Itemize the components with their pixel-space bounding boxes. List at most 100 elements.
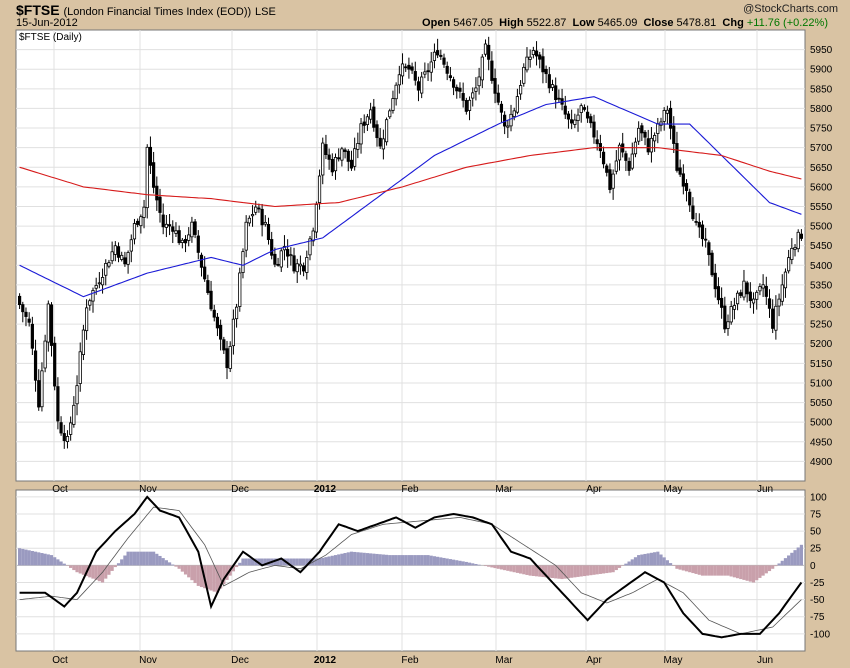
index-name: (London Financial Times Index (EOD)) [63,6,252,18]
histogram-bar [550,565,555,579]
y-tick-label: 5800 [810,104,833,115]
histogram-bar [796,547,800,566]
candle [65,436,70,442]
histogram-bar [579,565,583,577]
candle [668,107,673,129]
histogram-bar [544,565,548,578]
histogram-bar [155,553,159,566]
y-tick-label: 5550 [810,202,833,213]
candle [793,247,797,250]
histogram-bar [448,559,452,566]
candle [362,121,366,126]
copyright-link[interactable]: @StockCharts.com [743,3,838,15]
candle [321,142,325,176]
histogram-bar [349,551,354,566]
histogram-bar [241,558,245,566]
histogram-bar [716,565,721,576]
histogram-bar [177,565,181,569]
candle [167,224,172,227]
candle [595,139,599,145]
histogram-bar [81,565,86,575]
histogram-bar [506,565,510,571]
histogram-bar [266,558,271,566]
candle [506,125,510,128]
histogram-bar [423,555,427,566]
candle [554,85,558,100]
candle [215,316,220,329]
histogram-bar [199,565,204,588]
histogram-bar [681,565,685,571]
histogram-bar [46,554,50,566]
chg-label: Chg [722,17,744,29]
candle [219,324,223,340]
candle [266,224,271,240]
symbol: $FTSE [16,2,60,18]
candle [742,280,746,298]
candle [298,263,303,267]
histogram-bar [707,565,711,576]
candle [442,57,446,65]
histogram-bar [353,551,357,566]
candle [739,292,743,296]
price-panel [15,29,806,482]
ohlc-readout: Open 5467.05 High 5522.87 Low 5465.09 Cl… [422,17,828,29]
y-tick-label: 5900 [810,65,833,76]
candle [758,286,762,292]
histogram-bar [774,565,778,567]
histogram-bar [458,560,462,566]
close-value: 5478.81 [676,17,717,29]
histogram-bar [630,559,634,566]
candle [451,79,456,88]
candle [289,254,293,257]
histogram-bar [659,554,663,566]
candle [512,110,516,117]
histogram-bar [142,551,146,566]
candle [439,54,443,57]
candle [75,385,79,405]
histogram-bar [190,565,194,581]
candle [161,214,165,228]
osc-y-tick-label: -75 [810,612,825,623]
candle [598,143,602,152]
histogram-bar [116,563,121,566]
histogram-bar [720,565,724,576]
y-tick-label: 5150 [810,359,833,370]
histogram-bar [219,565,223,589]
candle [688,191,692,206]
histogram-bar [295,558,299,566]
x-tick-label-2012: 2012 [314,484,337,495]
candle [196,235,200,253]
candle [46,303,50,343]
open-value: 5467.05 [453,17,493,29]
candle [292,255,296,272]
histogram-bar [167,562,172,566]
histogram-bar [563,565,567,579]
histogram-bar [292,558,296,566]
histogram-bar [21,548,25,566]
histogram-bar [314,558,318,566]
low-label: Low [572,17,595,29]
histogram-bar [369,553,373,566]
histogram-bar [538,565,542,577]
candle [691,205,695,220]
candle [614,160,618,172]
y-tick-label: 5200 [810,339,833,350]
candle [522,66,526,84]
candle [471,92,475,99]
candle [487,44,491,60]
high-value: 5522.87 [526,17,567,29]
candle [745,282,749,295]
candle [238,272,242,307]
candle [158,196,162,213]
y-tick-label: 5700 [810,143,833,154]
x-tick-label-apr: Apr [586,484,602,495]
candle [254,206,258,213]
candle [531,50,535,56]
histogram-bar [260,558,264,566]
candle [541,56,545,73]
x-tick-label-may: May [664,655,683,666]
histogram-bar [305,558,309,566]
candle [544,68,548,75]
histogram-bar [432,556,437,566]
histogram-bar [171,564,175,566]
